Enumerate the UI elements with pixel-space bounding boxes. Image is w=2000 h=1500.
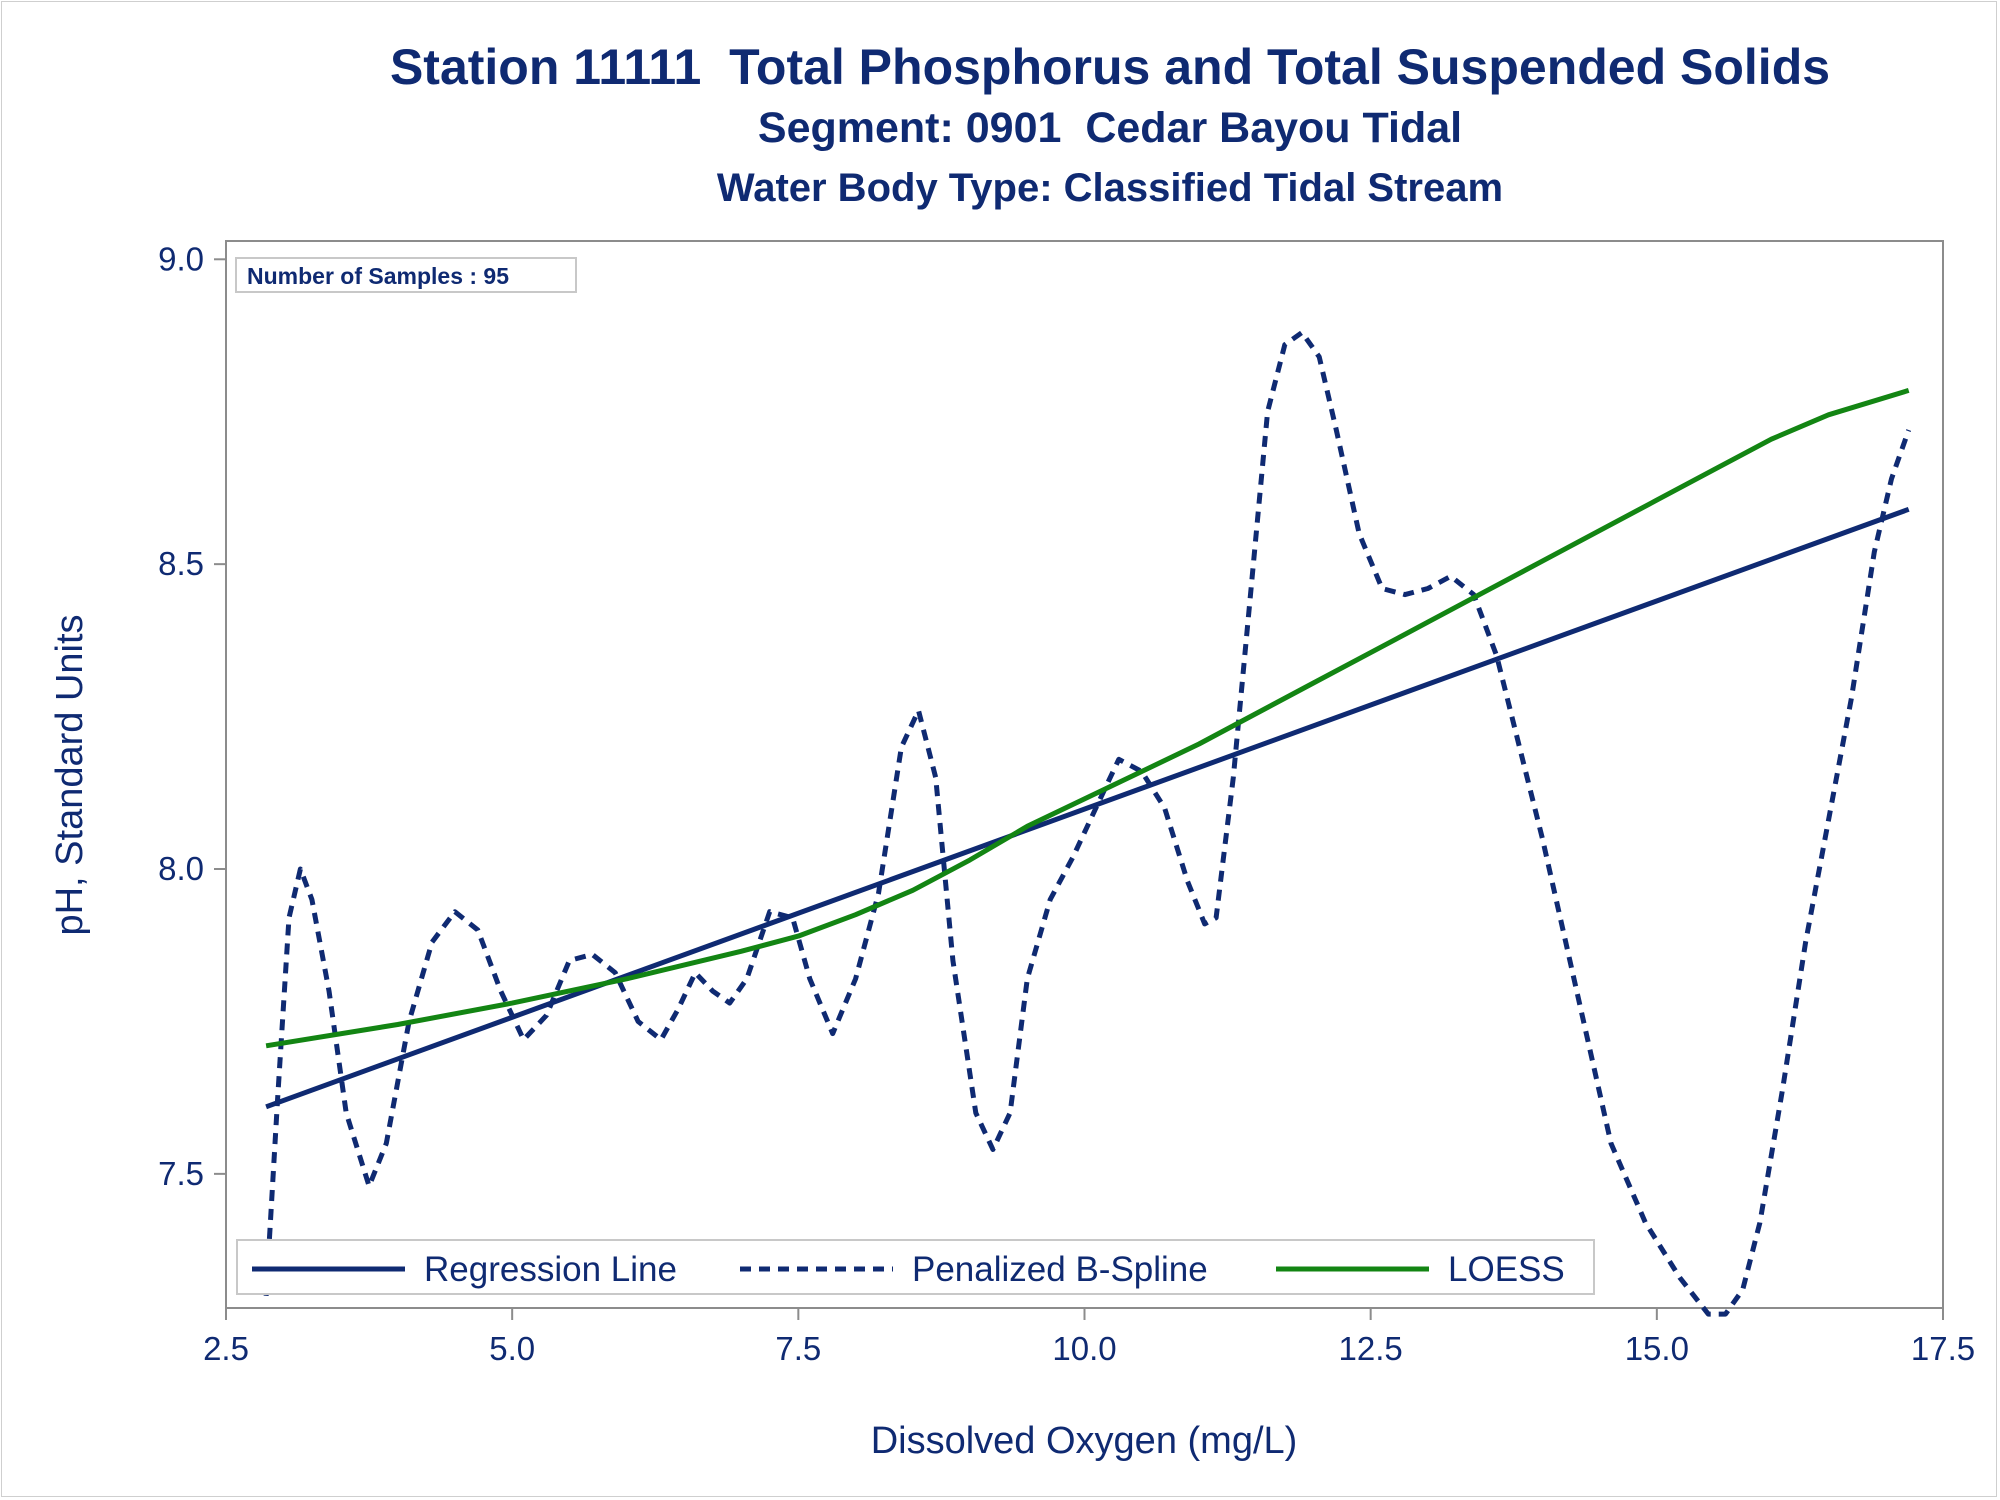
x-axis-label: Dissolved Oxygen (mg/L) xyxy=(871,1420,1298,1462)
x-tick-label: 7.5 xyxy=(775,1330,821,1367)
series-line-loess xyxy=(265,388,1910,1049)
chart-title: Station 11111 Total Phosphorus and Total… xyxy=(389,39,1831,95)
sample-count-box xyxy=(235,257,577,293)
series-layer xyxy=(263,330,1912,1317)
x-tick-label: 2.5 xyxy=(203,1330,249,1367)
axes: 2.5 5.0 7.5 10.0 12.5 15.0 17.5 7.5 8.0 8.5 9.0 xyxy=(158,240,1975,1367)
chart-subtitle-2: Water Body Type: Classified Tidal Stream xyxy=(716,166,1504,210)
series-line-penalized-b-spline xyxy=(263,330,1912,1317)
x-tick-label: 15.0 xyxy=(1625,1330,1689,1367)
x-tick-label: 12.5 xyxy=(1339,1330,1403,1367)
y-tick-label: 8.0 xyxy=(158,850,204,887)
x-tick-label: 5.0 xyxy=(489,1330,535,1367)
plot-area-border xyxy=(225,240,1944,1309)
x-tick-label: 10.0 xyxy=(1052,1330,1116,1367)
legend: Regression Line Penalized B-Spline LOESS xyxy=(236,1239,1595,1295)
y-tick-label: 7.5 xyxy=(158,1155,204,1192)
y-tick-label: 8.5 xyxy=(158,545,204,582)
legend-label-loess: LOESS xyxy=(1448,1250,1565,1289)
y-tick-label: 9.0 xyxy=(158,240,204,277)
legend-label-spline: Penalized B-Spline xyxy=(912,1250,1208,1289)
sample-count-text: Number of Samples : 95 xyxy=(247,263,509,289)
x-tick-label: 17.5 xyxy=(1911,1330,1975,1367)
y-axis-label: pH, Standard Units xyxy=(49,614,91,935)
sample-count-inset: Number of Samples : 95 xyxy=(235,257,577,293)
legend-label-regression: Regression Line xyxy=(424,1250,677,1289)
chart-subtitle: Segment: 0901 Cedar Bayou Tidal xyxy=(757,104,1463,152)
series-line-regression xyxy=(265,506,1910,1110)
